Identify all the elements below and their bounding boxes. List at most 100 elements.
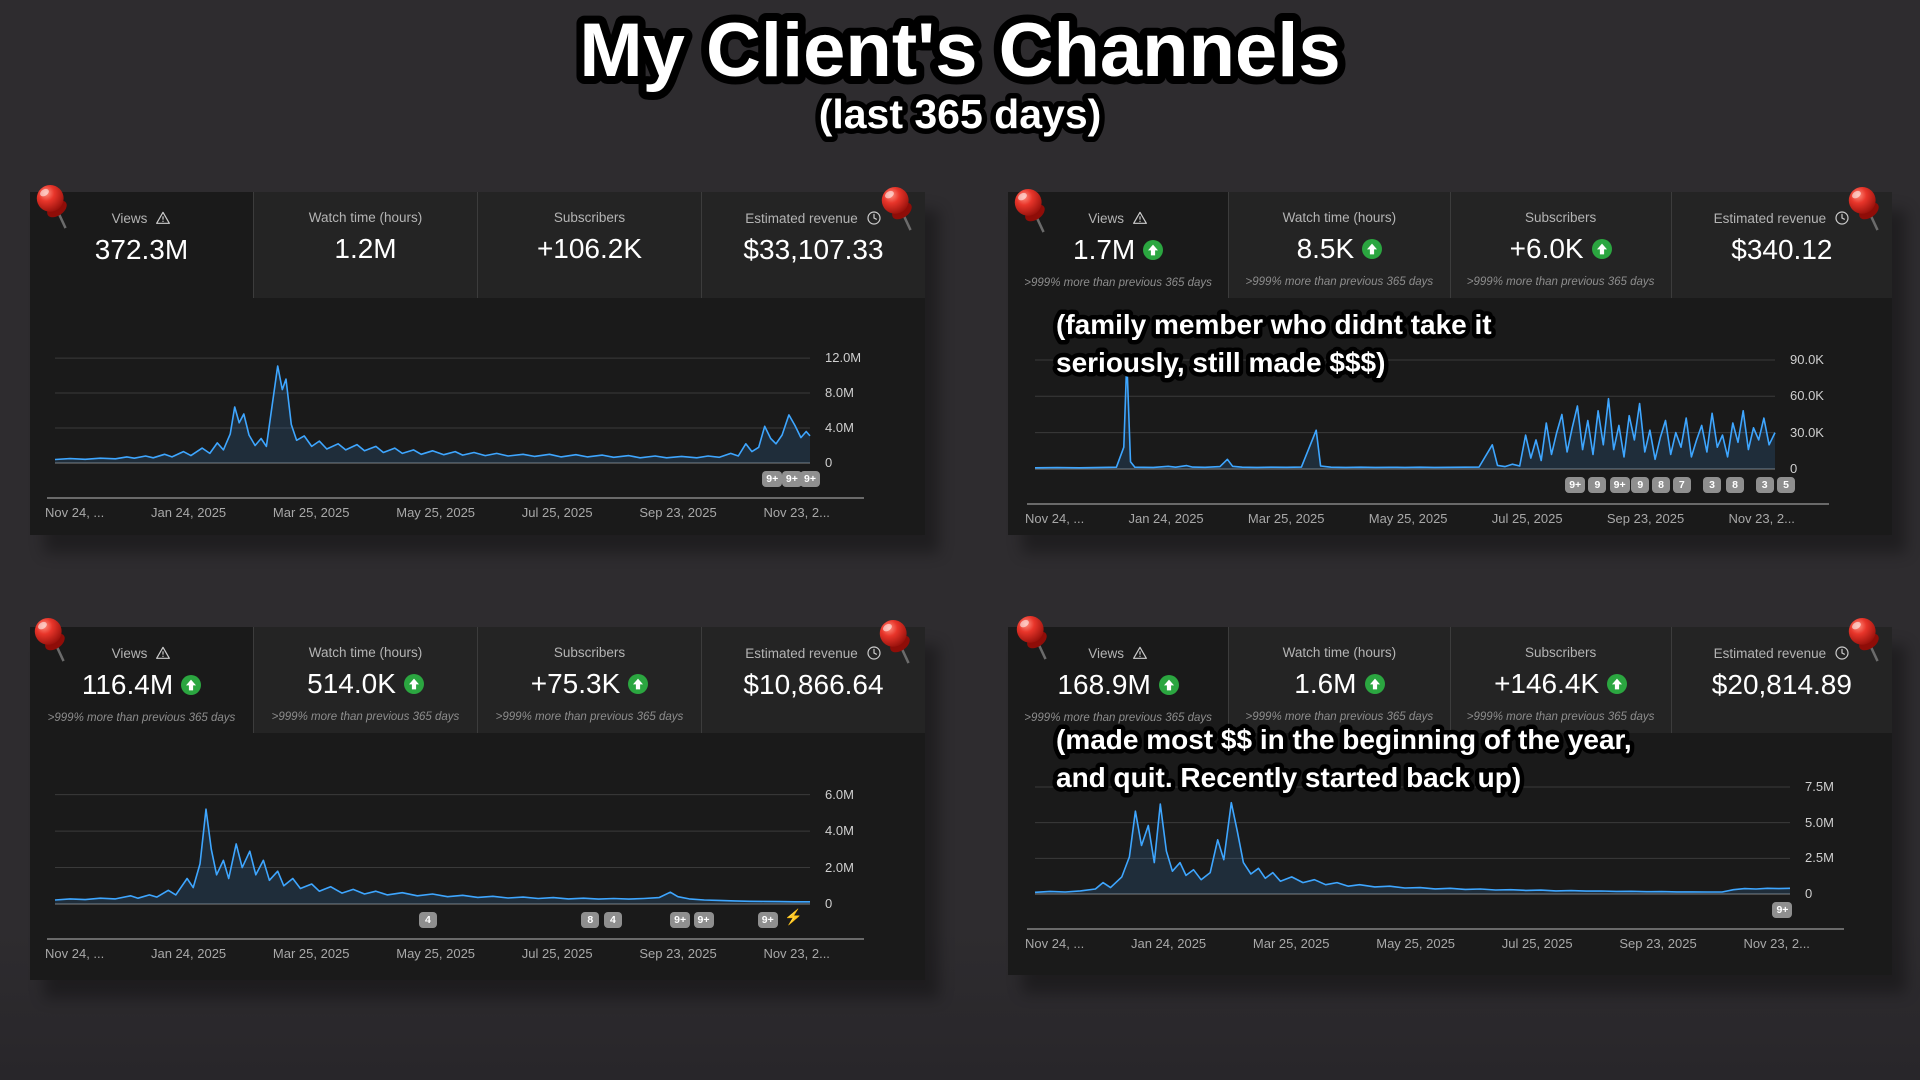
- x-axis-line: [1027, 503, 1829, 505]
- tab-subtext: >999% more than previous 365 days: [1024, 277, 1212, 289]
- tab-watch-time[interactable]: Watch time (hours) 1.6M >999% more than …: [1228, 627, 1450, 733]
- marker-count-badge[interactable]: 9+: [800, 471, 820, 487]
- tab-watch-time[interactable]: Watch time (hours) 1.2M: [253, 192, 477, 298]
- marker-count-badge[interactable]: 9+: [693, 912, 714, 928]
- x-axis-label: Sep 23, 2025: [639, 505, 717, 520]
- tab-label: Estimated revenue: [745, 645, 858, 661]
- marker-count-badge[interactable]: 4: [418, 912, 437, 928]
- marker-count-badge[interactable]: 3: [1703, 477, 1722, 493]
- y-axis-label: 60.0K: [1790, 388, 1824, 404]
- pushpin-icon: [1013, 187, 1050, 234]
- tab-estimated-revenue[interactable]: Estimated revenue $33,107.33: [701, 192, 925, 298]
- tab-subscribers[interactable]: Subscribers +6.0K >999% more than previo…: [1449, 192, 1671, 298]
- x-axis-label: Nov 24, ...: [45, 505, 105, 520]
- views-chart[interactable]: 7.5M 5.0M 2.5M 0 9+ Nov 24, ... Jan 24, 2025 Ma…: [1025, 737, 1844, 951]
- tab-views[interactable]: Views 1.7M >999% more than previous 365 …: [1008, 192, 1228, 298]
- marker-count-badge[interactable]: 4: [603, 912, 622, 928]
- y-axis-label: 4.0M: [825, 823, 854, 839]
- y-axis-label: 0: [1805, 886, 1813, 901]
- flash-icon[interactable]: ⚡: [784, 909, 803, 926]
- marker-count-badge[interactable]: 9+: [670, 912, 691, 928]
- tab-value: +6.0K: [1509, 233, 1584, 264]
- marker-count-badge[interactable]: 8: [1726, 477, 1745, 493]
- x-axis-label: Sep 23, 2025: [1619, 936, 1697, 951]
- tab-value: +75.3K: [530, 668, 621, 699]
- pushpin-icon: [33, 616, 70, 663]
- marker-count-badge[interactable]: 3: [1755, 477, 1774, 493]
- tab-label: Views: [111, 210, 148, 226]
- marker-count-badge[interactable]: 9+: [757, 912, 778, 928]
- x-axis-label: Nov 23, 2...: [1743, 936, 1810, 951]
- tab-watch-time[interactable]: Watch time (hours) 514.0K >999% more tha…: [253, 627, 477, 733]
- tab-value: 168.9M: [1057, 669, 1151, 700]
- y-axis-label: 6.0M: [825, 786, 854, 802]
- tab-value: 116.4M: [81, 669, 174, 700]
- marker-count-badge[interactable]: 9+: [1565, 477, 1586, 493]
- tab-subscribers[interactable]: Subscribers +75.3K >999% more than previ…: [477, 627, 701, 733]
- trend-up-icon: [1591, 239, 1612, 259]
- x-axis-label: Nov 24, ...: [1025, 511, 1085, 526]
- views-chart[interactable]: 6.0M 4.0M 2.0M 0 4 8 4 9+ 9+ 9+ ⚡ Nov 24, ... Jan 24…: [45, 740, 864, 961]
- tab-label: Views: [1088, 210, 1125, 226]
- marker-count-badge[interactable]: 9+: [1772, 902, 1793, 918]
- x-axis-label: Nov 24, ...: [45, 946, 105, 961]
- tab-value: +106.2K: [536, 233, 643, 264]
- views-chart[interactable]: 90.0K 60.0K 30.0K 0 9+ 9 9+ 9 8 7 3 8 3 5 Nov 24, ... J…: [1025, 303, 1829, 526]
- x-axis-label: May 25, 2025: [1376, 936, 1456, 951]
- tab-value: $20,814.89: [1711, 669, 1852, 700]
- tab-watch-time[interactable]: Watch time (hours) 8.5K >999% more than …: [1228, 192, 1450, 298]
- tab-subscribers[interactable]: Subscribers +106.2K: [477, 192, 701, 298]
- tab-value: 1.2M: [334, 233, 397, 264]
- tab-label: Estimated revenue: [1713, 210, 1827, 226]
- marker-count-badge[interactable]: 9+: [1609, 477, 1630, 493]
- page-title: My Client's Channels: [579, 8, 1340, 93]
- pushpin-icon: [1847, 185, 1884, 232]
- x-axis-label: Jul 25, 2025: [1491, 511, 1563, 526]
- marker-count-badge[interactable]: 7: [1672, 477, 1691, 493]
- x-axis-label: Jul 25, 2025: [521, 946, 593, 961]
- trend-up-icon: [1364, 674, 1385, 694]
- x-axis-label: Mar 25, 2025: [272, 505, 350, 520]
- x-axis-label: Jul 25, 2025: [1501, 936, 1573, 951]
- marker-count-badge[interactable]: 9+: [762, 471, 783, 487]
- tab-views[interactable]: Views 168.9M >999% more than previous 36…: [1008, 627, 1228, 733]
- y-axis-label: 2.5M: [1805, 850, 1834, 866]
- tab-label: Views: [1088, 645, 1125, 661]
- tab-views[interactable]: Views 372.3M: [30, 192, 253, 298]
- tab-label: Estimated revenue: [1713, 645, 1827, 661]
- x-axis-labels: Nov 24, ... Jan 24, 2025 Mar 25, 2025 May 2…: [1025, 511, 1795, 526]
- x-axis-label: Nov 23, 2...: [763, 505, 830, 520]
- marker-count-badge[interactable]: 9: [1631, 477, 1650, 493]
- y-axis-label: 0: [825, 455, 833, 470]
- views-chart[interactable]: 12.0M 8.0M 4.0M 0 9+ 9+ 9+ Nov 24, ... Jan 24, 2…: [45, 303, 864, 520]
- x-axis-label: May 25, 2025: [396, 946, 476, 961]
- x-axis-label: Nov 23, 2...: [763, 946, 830, 961]
- x-axis-line: [47, 938, 864, 940]
- tab-label: Watch time (hours): [308, 645, 423, 660]
- page-title-block: My Client's Channels (last 365 days): [571, 0, 1348, 143]
- x-axis-labels: Nov 24, ... Jan 24, 2025 Mar 25, 2025 May 2…: [45, 946, 830, 961]
- x-axis-label: Nov 23, 2...: [1728, 511, 1795, 526]
- marker-count-badge[interactable]: 9+: [781, 471, 802, 487]
- tab-value: 1.6M: [1294, 668, 1357, 699]
- tab-label: Watch time (hours): [1282, 645, 1397, 660]
- tab-views[interactable]: Views 116.4M >999% more than previous 36…: [30, 627, 253, 733]
- x-axis-line: [1027, 928, 1844, 930]
- tab-label: Subscribers: [553, 210, 626, 225]
- tab-label: Watch time (hours): [1282, 210, 1397, 225]
- tab-subscribers[interactable]: Subscribers +146.4K >999% more than prev…: [1449, 627, 1671, 733]
- x-axis-label: Sep 23, 2025: [639, 946, 717, 961]
- tab-label: Estimated revenue: [745, 210, 858, 226]
- marker-count-badge[interactable]: 8: [1652, 477, 1671, 493]
- y-axis-label: 7.5M: [1805, 778, 1834, 794]
- tab-subtext: >999% more than previous 365 days: [1466, 711, 1655, 723]
- marker-count-badge[interactable]: 9: [1588, 477, 1607, 493]
- x-axis-label: Jan 24, 2025: [1130, 936, 1207, 951]
- x-axis-label: Jul 25, 2025: [521, 505, 593, 520]
- pushpin-icon: [35, 183, 72, 230]
- marker-count-badge[interactable]: 8: [581, 912, 600, 928]
- tab-subtext: >999% more than previous 365 days: [47, 712, 236, 724]
- marker-count-badge[interactable]: 5: [1777, 477, 1796, 493]
- tab-estimated-revenue[interactable]: Estimated revenue $20,814.89: [1670, 627, 1892, 733]
